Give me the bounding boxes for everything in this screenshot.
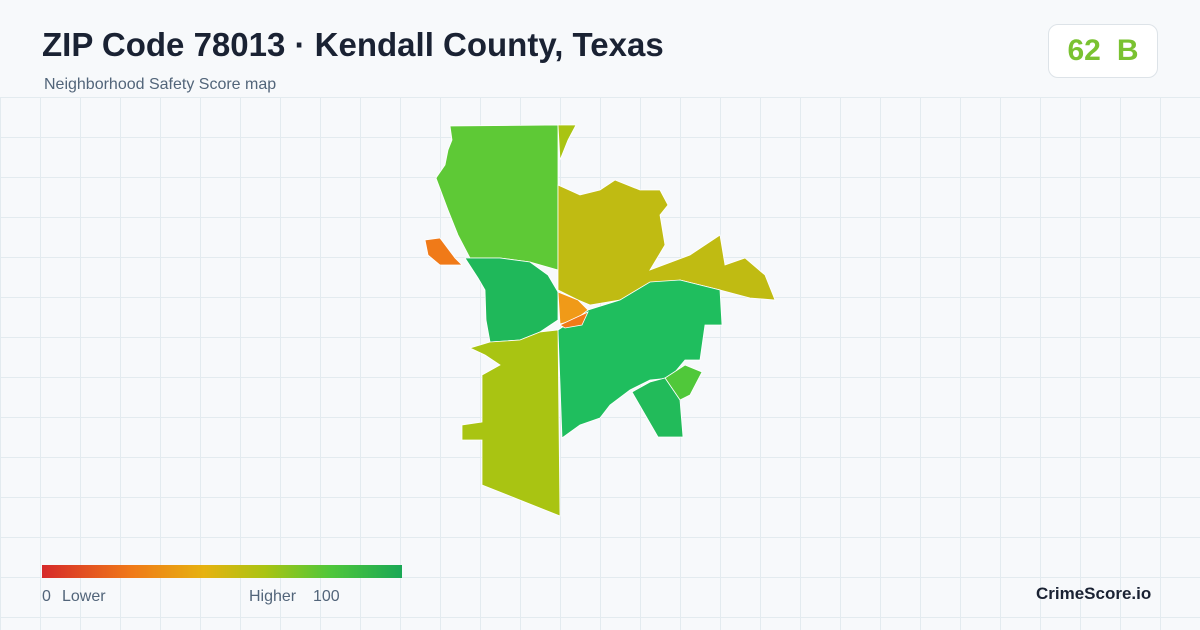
title: ZIP Code 78013 · Kendall County, Texas [42,26,664,63]
legend-max-label: Higher [249,588,297,605]
region [461,329,561,517]
region [559,311,589,329]
region [631,377,684,438]
score-value: 62 [1067,34,1101,67]
subtitle: Neighborhood Safety Score map [44,76,277,93]
legend-min-label: Lower [62,588,106,605]
region [464,257,559,343]
score-badge: 62 B [1048,24,1158,78]
region [435,124,559,271]
region [557,124,577,161]
region [557,279,723,439]
score-grade: B [1116,34,1139,67]
legend-gradient [42,565,402,578]
legend-max: 100 [313,588,340,605]
region [424,237,463,266]
brand: CrimeScore.io [1036,584,1152,603]
legend-min: 0 [42,588,51,605]
